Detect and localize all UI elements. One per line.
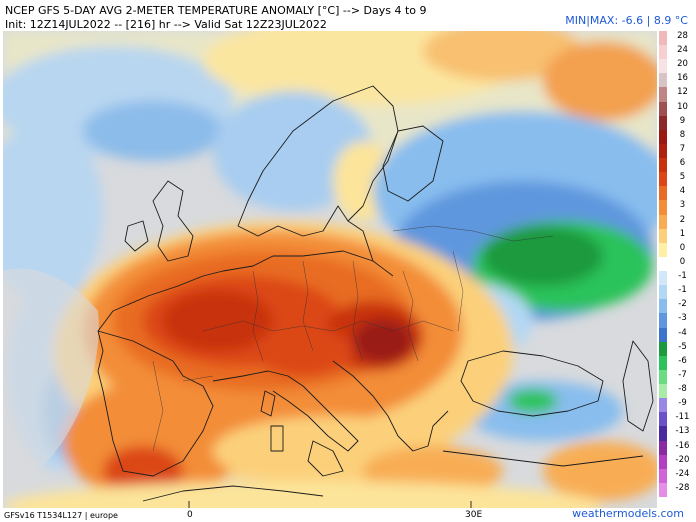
lon-label-0: 0 [187,510,193,520]
legend-swatch [659,73,667,88]
legend-label: -4 [678,327,687,338]
legend-swatch [659,341,667,357]
legend-swatch [659,384,667,399]
legend-label: -1 [678,285,687,296]
legend-swatch [659,31,667,46]
legend-label: 0 [679,242,686,253]
legend-swatch [659,115,667,131]
legend-label: 1 [679,228,686,239]
legend-swatch [659,172,667,187]
legend-swatch [659,355,667,371]
legend-label: 9 [679,115,686,126]
legend-label: 28 [677,31,688,41]
legend-label: -13 [675,426,690,437]
legend-swatch [659,271,667,286]
init-valid-time: Init: 12Z14JUL2022 -- [216] hr --> Valid… [5,18,327,31]
legend-label: 24 [677,45,688,56]
legend-swatch [659,256,667,272]
legend-label: 8 [679,129,686,140]
brand-link[interactable]: weathermodels.com [572,507,684,520]
legend-label: -20 [675,454,690,465]
legend-label: -11 [675,412,690,423]
legend-swatch [659,299,667,314]
legend-swatch [659,59,667,74]
legend-swatch [659,143,667,159]
legend-swatch [659,313,667,329]
legend-label: -28 [675,482,690,493]
legend-swatch [659,482,667,498]
legend-swatch [659,454,667,470]
country-borders [152,225,554,452]
legend-label: 0 [679,256,686,267]
legend-swatch [659,412,667,427]
legend-swatch [659,200,667,216]
legend-swatch [659,158,667,173]
legend-label: 2 [679,214,686,225]
legend-label: 4 [679,186,686,197]
legend-label: -8 [678,384,687,395]
legend-label: 20 [677,59,688,70]
legend-label: -9 [678,398,687,409]
atlantic-grey-region [3,268,99,486]
legend-label: -7 [678,369,687,380]
model-info: GFSv16 T1534L127 | europe [4,511,118,520]
legend-label: -24 [675,468,690,479]
legend-label: -6 [678,355,687,366]
map-title: NCEP GFS 5-DAY AVG 2-METER TEMPERATURE A… [5,4,427,17]
legend-label: -5 [678,341,687,352]
legend-label: -3 [678,313,687,324]
legend-swatch [659,45,667,60]
legend-swatch [659,327,667,343]
legend-swatch [659,285,667,300]
legend-swatch [659,468,667,484]
legend-label: 5 [679,172,686,183]
legend-label: 10 [677,101,688,112]
legend-swatch [659,129,667,145]
legend-label: 6 [679,158,686,169]
legend-swatch [659,440,667,456]
legend-swatch [659,87,667,103]
legend-swatch [659,186,667,201]
temperature-anomaly-map [3,31,657,508]
legend-swatch [659,228,667,244]
lon-label-30e: 30E [465,510,483,520]
legend-swatch [659,426,667,441]
coastlines [97,85,654,502]
legend-label: 7 [679,143,686,154]
legend-swatch [659,101,667,117]
legend-label: -1 [678,271,687,282]
min-max-readout: MIN|MAX: -6.6 | 8.9 °C [565,14,688,27]
legend-swatch [659,398,667,413]
legend-label: 3 [679,200,686,211]
legend-label: 12 [677,87,688,98]
legend-swatch [659,242,667,258]
color-scale-legend: 28 24 20 16 12 10 9 8 7 6 5 4 3 2 1 0 0 -1 -1 -2 -3 -4 -5 -6 -7-… [659,31,696,498]
legend-label: -2 [678,299,687,310]
legend-swatch [659,214,667,230]
legend-swatch [659,369,667,385]
legend-label: 16 [677,73,688,84]
legend-label: -16 [675,440,690,451]
